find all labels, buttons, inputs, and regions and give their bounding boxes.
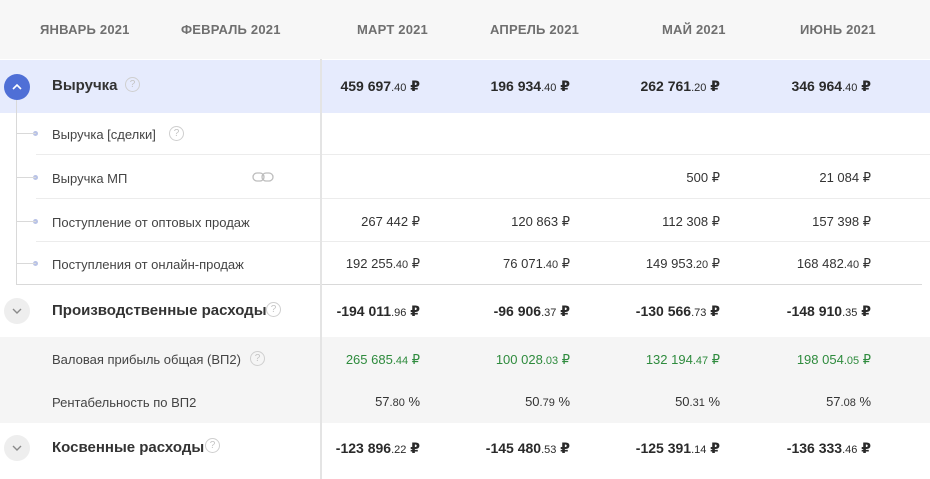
wholesale-label[interactable]: Поступление от оптовых продаж (52, 215, 250, 230)
chevron-down-icon (12, 445, 22, 451)
cell-value: 100 028.03 ₽ (495, 352, 570, 367)
revenue-row (0, 60, 930, 113)
cell-value: -96 906.37 ₽ (493, 303, 570, 319)
cell-value: 120 863 ₽ (511, 214, 570, 229)
cell-value: 149 953.20 ₽ (645, 256, 720, 271)
chevron-down-icon (12, 308, 22, 314)
cell-value: 196 934.40 ₽ (490, 78, 570, 94)
help-icon[interactable]: ? (169, 126, 184, 141)
cell-value: 262 761.20 ₽ (640, 78, 720, 94)
gross-profit-label[interactable]: Валовая прибыль общая (ВП2) (52, 352, 241, 367)
cell-value: 459 697.40 ₽ (340, 78, 420, 94)
cell-value: 500 ₽ (686, 170, 720, 185)
cell-value: -194 011.96 ₽ (336, 303, 420, 319)
frozen-column-divider (320, 59, 322, 479)
link-icon[interactable] (252, 170, 274, 184)
tree-line (16, 100, 17, 284)
indirect-expand-button[interactable] (4, 435, 30, 461)
cell-value: 57.08 % (826, 394, 871, 409)
help-icon[interactable]: ? (266, 302, 281, 317)
gross-profit-block (0, 337, 930, 423)
tree-branch (16, 263, 36, 264)
revenue-label[interactable]: Выручка (52, 77, 118, 94)
help-icon[interactable]: ? (250, 351, 265, 366)
tree-branch (16, 177, 36, 178)
cell-value: 112 308 ₽ (662, 214, 720, 229)
production-label[interactable]: Производственные расходы (52, 302, 267, 319)
revenue-deals-label[interactable]: Выручка [сделки] (52, 127, 156, 142)
cell-value: 76 071.40 ₽ (503, 256, 570, 271)
online-sales-label[interactable]: Поступления от онлайн-продаж (52, 257, 244, 272)
month-header: ЯНВАРЬ 2021 ФЕВРАЛЬ 2021 МАРТ 2021 АПРЕЛ… (0, 0, 930, 59)
month-february[interactable]: ФЕВРАЛЬ 2021 (181, 22, 281, 37)
cell-value: 157 398 ₽ (812, 214, 871, 229)
revenue-collapse-button[interactable] (4, 74, 30, 100)
cell-value: -125 391.14 ₽ (635, 440, 720, 456)
cell-value: 265 685.44 ₽ (345, 352, 420, 367)
row-divider (36, 241, 930, 242)
help-icon[interactable]: ? (125, 77, 140, 92)
tree-branch (16, 221, 36, 222)
help-icon[interactable]: ? (205, 438, 220, 453)
cell-value: 50.31 % (675, 394, 720, 409)
row-divider (36, 154, 930, 155)
cell-value: -148 910.35 ₽ (786, 303, 871, 319)
month-june[interactable]: ИЮНЬ 2021 (800, 22, 876, 37)
cell-value: 21 084 ₽ (819, 170, 871, 185)
chevron-up-icon (12, 83, 22, 90)
cell-value: -123 896.22 ₽ (335, 440, 420, 456)
month-january[interactable]: ЯНВАРЬ 2021 (40, 22, 130, 37)
revenue-mp-label[interactable]: Выручка МП (52, 171, 128, 186)
indirect-label[interactable]: Косвенные расходы (52, 439, 205, 456)
production-expand-button[interactable] (4, 298, 30, 324)
cell-value: 57.80 % (375, 394, 420, 409)
cell-value: 198 054.05 ₽ (796, 352, 871, 367)
cell-value: -130 566.73 ₽ (635, 303, 720, 319)
tree-bottom-line (16, 284, 922, 285)
cell-value: 132 194.47 ₽ (645, 352, 720, 367)
cell-value: 192 255.40 ₽ (345, 256, 420, 271)
row-divider (36, 198, 930, 199)
month-may[interactable]: МАЙ 2021 (662, 22, 726, 37)
cell-value: 168 482.40 ₽ (796, 256, 871, 271)
cell-value: -145 480.53 ₽ (485, 440, 570, 456)
profitability-label[interactable]: Рентабельность по ВП2 (52, 395, 197, 410)
cell-value: 346 964.40 ₽ (791, 78, 871, 94)
cell-value: 50.79 % (525, 394, 570, 409)
month-april[interactable]: АПРЕЛЬ 2021 (490, 22, 580, 37)
cell-value: 267 442 ₽ (361, 214, 420, 229)
tree-branch (16, 133, 36, 134)
month-march[interactable]: МАРТ 2021 (357, 22, 428, 37)
cell-value: -136 333.46 ₽ (786, 440, 871, 456)
